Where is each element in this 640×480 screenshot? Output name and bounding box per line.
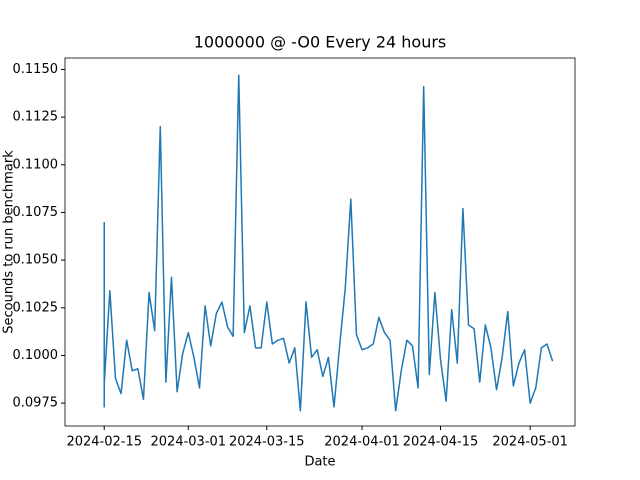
y-tick-label: 0.1150: [13, 62, 59, 77]
x-tick-label: 2024-02-15: [66, 435, 142, 450]
x-tick-label: 2024-04-01: [324, 435, 400, 450]
x-axis-label: Date: [304, 455, 335, 470]
y-tick-label: 0.1125: [13, 110, 59, 125]
chart-title: 1000000 @ -O0 Every 24 hours: [194, 33, 447, 52]
x-tick-label: 2024-03-15: [229, 435, 305, 450]
x-tick-label: 2024-03-01: [151, 435, 227, 450]
y-tick-label: 0.1075: [13, 205, 59, 220]
y-tick-label: 0.1000: [13, 348, 59, 363]
x-tick-label: 2024-05-01: [492, 435, 568, 450]
y-tick-label: 0.0975: [13, 396, 59, 411]
y-tick-label: 0.1100: [13, 157, 59, 172]
data-line: [103, 74, 554, 412]
plot-frame: [64, 57, 576, 427]
x-tick-label: 2024-04-15: [403, 435, 479, 450]
y-tick-label: 0.1025: [13, 300, 59, 315]
y-axis-label: Secounds to run benchmark: [2, 150, 17, 334]
y-tick-label: 0.1050: [13, 253, 59, 268]
